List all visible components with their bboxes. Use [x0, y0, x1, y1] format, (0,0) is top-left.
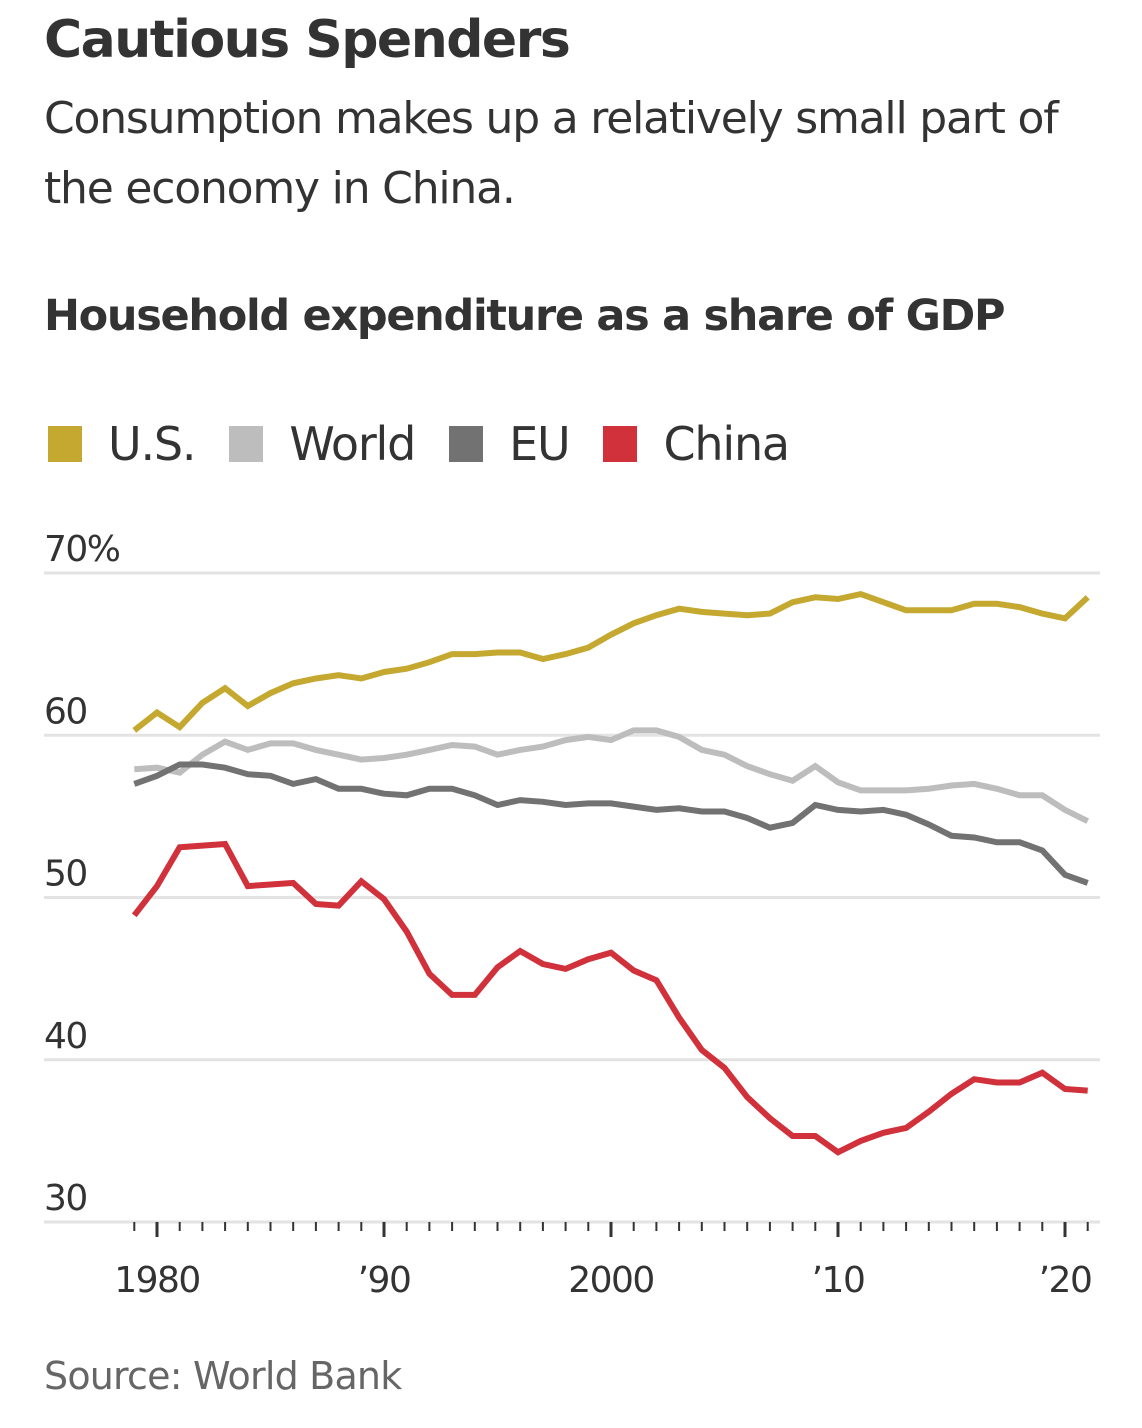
y-tick-label-40: 40 [44, 1016, 87, 1057]
source-note: Source: World Bank [44, 1354, 402, 1398]
series-line-world [134, 727, 1090, 824]
legend-item-china: China [603, 416, 790, 472]
series-lines [131, 590, 1090, 1156]
legend-label-world: World [289, 417, 416, 471]
x-axis: 1980 ’90 2000 ’10 ’20 [44, 1220, 1100, 1301]
legend-swatch-eu [449, 426, 484, 462]
x-tick-label-1980: 1980 [114, 1260, 200, 1301]
gridlines [44, 571, 1100, 1062]
legend-item-world: World [229, 416, 416, 472]
chart-subtitle: Consumption makes up a relatively small … [44, 93, 1059, 214]
legend-item-eu: EU [449, 416, 571, 472]
y-axis-labels: 70% 60 50 40 30 [44, 529, 121, 1219]
legend-label-china: China [663, 417, 790, 471]
legend: U.S. World EU China [48, 414, 823, 474]
legend-swatch-us [48, 426, 82, 462]
x-tick-label-2000: 2000 [568, 1260, 654, 1301]
series-line-china [131, 840, 1088, 1156]
legend-swatch-world [229, 426, 264, 462]
x-tick-label-2010: ’10 [812, 1260, 865, 1301]
legend-label-us: U.S. [108, 417, 197, 471]
x-tick-label-1990: ’90 [358, 1260, 411, 1301]
chart-heading: Household expenditure as a share of GDP [44, 291, 1005, 341]
line-chart: 70% 60 50 40 30 1980 ’90 2000 ’10 ’20 [44, 529, 1100, 1301]
series-line-us [132, 590, 1090, 733]
legend-swatch-china [603, 426, 638, 462]
chart-title: Cautious Spenders [44, 10, 571, 70]
y-tick-label-50: 50 [44, 854, 87, 895]
y-tick-label-70: 70% [44, 529, 120, 570]
legend-item-us: U.S. [48, 416, 197, 472]
x-tick-label-2020: ’20 [1039, 1260, 1092, 1301]
y-tick-label-30: 30 [44, 1178, 87, 1219]
series-line-eu [133, 761, 1089, 886]
legend-label-eu: EU [509, 417, 571, 471]
y-tick-label-60: 60 [44, 691, 87, 732]
